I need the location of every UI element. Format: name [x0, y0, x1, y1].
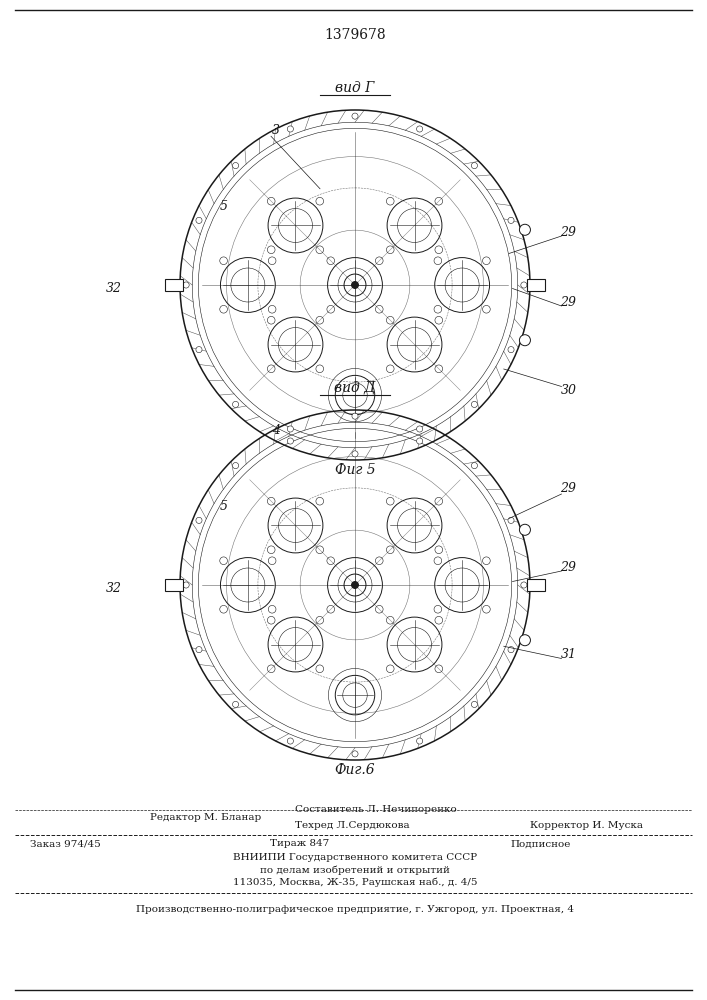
Text: 1379678: 1379678 [325, 28, 386, 42]
Text: 32: 32 [105, 582, 122, 595]
Circle shape [351, 582, 358, 588]
Circle shape [508, 517, 514, 523]
Circle shape [233, 463, 239, 469]
Circle shape [508, 347, 514, 353]
Circle shape [352, 413, 358, 419]
Text: 31: 31 [561, 648, 576, 662]
Circle shape [352, 113, 358, 119]
Text: вид Д: вид Д [334, 381, 375, 395]
Text: 29: 29 [561, 561, 576, 574]
Circle shape [520, 224, 530, 235]
Circle shape [352, 751, 358, 757]
Circle shape [520, 335, 530, 346]
Bar [527, 579, 545, 591]
Circle shape [287, 426, 293, 432]
Circle shape [521, 582, 527, 588]
Text: 4: 4 [272, 424, 280, 438]
Circle shape [416, 738, 423, 744]
Circle shape [287, 126, 293, 132]
Text: вид Г: вид Г [335, 81, 375, 95]
Circle shape [472, 401, 477, 407]
Circle shape [287, 438, 293, 444]
Circle shape [472, 463, 477, 469]
Text: 113035, Москва, Ж-35, Раушская наб., д. 4/5: 113035, Москва, Ж-35, Раушская наб., д. … [233, 877, 477, 887]
Text: 5: 5 [220, 200, 228, 213]
Bar [165, 279, 183, 291]
Text: Корректор И. Муска: Корректор И. Муска [530, 822, 643, 830]
Text: 3: 3 [272, 124, 280, 137]
Text: ВНИИПИ Государственного комитета СССР: ВНИИПИ Государственного комитета СССР [233, 854, 477, 862]
Circle shape [416, 426, 423, 432]
Text: Составитель Л. Нечипоренко: Составитель Л. Нечипоренко [295, 806, 457, 814]
Text: 29: 29 [561, 482, 576, 495]
Circle shape [233, 163, 239, 169]
Text: Техред Л.Сердюкова: Техред Л.Сердюкова [295, 822, 409, 830]
Circle shape [287, 738, 293, 744]
Circle shape [352, 451, 358, 457]
Circle shape [183, 582, 189, 588]
Circle shape [520, 635, 530, 646]
Circle shape [196, 217, 202, 223]
Text: Редактор М. Бланар: Редактор М. Бланар [150, 812, 262, 822]
Circle shape [508, 217, 514, 223]
Circle shape [508, 647, 514, 653]
Text: 32: 32 [105, 282, 122, 295]
Text: 29: 29 [561, 226, 576, 239]
Circle shape [416, 126, 423, 132]
Text: 30: 30 [561, 383, 576, 396]
Text: Производственно-полиграфическое предприятие, г. Ужгород, ул. Проектная, 4: Производственно-полиграфическое предприя… [136, 906, 574, 914]
Text: 5: 5 [220, 500, 228, 513]
Circle shape [472, 163, 477, 169]
Text: Фиг 5: Фиг 5 [334, 463, 375, 477]
Circle shape [521, 282, 527, 288]
Circle shape [472, 701, 477, 707]
Circle shape [233, 401, 239, 407]
Circle shape [196, 347, 202, 353]
Bar [527, 279, 545, 291]
Circle shape [416, 438, 423, 444]
Circle shape [351, 282, 358, 288]
Circle shape [183, 282, 189, 288]
Text: 29: 29 [561, 296, 576, 309]
Text: Подписное: Подписное [510, 840, 571, 848]
Circle shape [196, 517, 202, 523]
Circle shape [196, 647, 202, 653]
Text: Фиг.6: Фиг.6 [334, 763, 375, 777]
Bar [165, 579, 183, 591]
Circle shape [233, 701, 239, 707]
Circle shape [520, 524, 530, 535]
Text: по делам изобретений и открытий: по делам изобретений и открытий [260, 865, 450, 875]
Text: Тираж 847: Тираж 847 [270, 840, 329, 848]
Text: Заказ 974/45: Заказ 974/45 [30, 840, 101, 848]
